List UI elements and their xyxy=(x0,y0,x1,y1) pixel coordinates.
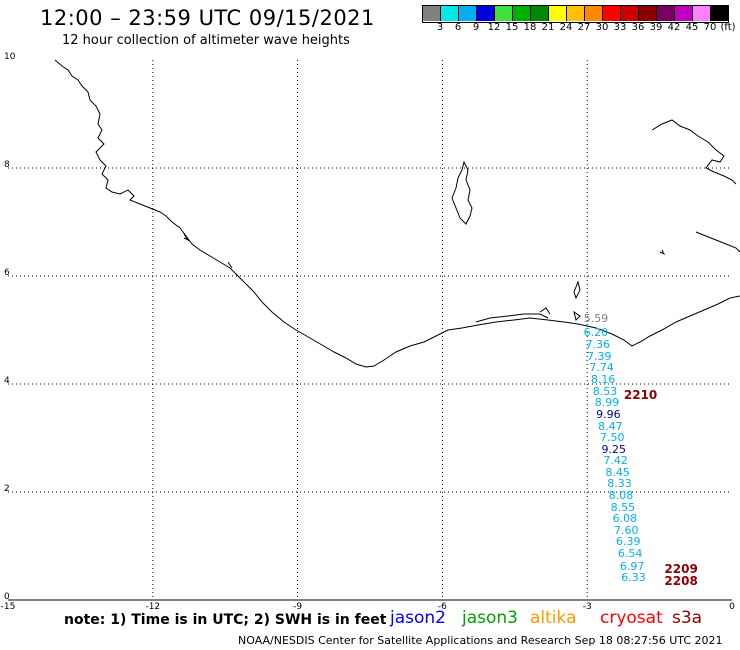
coastline-mainland xyxy=(54,59,740,368)
wave-height-value: 6.20 xyxy=(583,325,609,339)
scale-label: 39 xyxy=(649,22,663,33)
scale-swatch xyxy=(657,6,675,21)
map-title: 12:00 – 23:59 UTC 09/15/2021 xyxy=(40,6,375,30)
wave-height-value: 8.53 xyxy=(592,384,618,398)
footnote: note: 1) Time is in UTC; 2) SWH is in fe… xyxy=(64,612,387,628)
scale-swatch xyxy=(711,6,728,21)
wave-height-value: 8.55 xyxy=(610,500,636,514)
wave-height-value: 9.96 xyxy=(596,407,621,421)
scale-label: 6 xyxy=(454,22,462,33)
scale-swatch xyxy=(441,6,459,21)
scale-swatch xyxy=(693,6,711,21)
wave-height-value: 8.47 xyxy=(598,419,623,433)
wave-height-value: 7.60 xyxy=(614,523,639,537)
coastline-bay xyxy=(475,307,551,323)
scale-label: 9 xyxy=(472,22,480,33)
wave-height-value: 6.97 xyxy=(619,559,645,573)
scale-swatch xyxy=(675,6,693,21)
scale-swatch xyxy=(423,6,441,21)
lat-lon-grid xyxy=(8,60,732,601)
color-scale-labels: 3 6 9 12 15 18 21 24 27 30 33 36 39 42 45 70 (ft) xyxy=(422,22,740,34)
scale-label: 42 xyxy=(667,22,681,33)
x-tick-label: 0 xyxy=(729,602,735,612)
coastline-island-north xyxy=(451,160,473,225)
wave-height-value: 5.59 xyxy=(583,312,609,326)
x-tick-label: -9 xyxy=(293,602,303,612)
scale-swatch xyxy=(585,6,603,21)
scale-swatch xyxy=(513,6,531,21)
scale-swatch xyxy=(603,6,621,21)
scale-label: 70 xyxy=(703,22,717,33)
legend-jason2: jason2 xyxy=(390,608,446,628)
wave-height-value: 7.36 xyxy=(585,338,611,352)
wave-height-value: 8.45 xyxy=(605,465,630,479)
y-tick-label: 8 xyxy=(4,160,10,170)
legend-cryosat: cryosat xyxy=(600,608,663,628)
y-tick-label: 2 xyxy=(4,484,10,494)
wave-height-value: 6.54 xyxy=(617,547,643,561)
y-tick-label: 6 xyxy=(4,268,10,278)
legend-altika: altika xyxy=(530,608,577,628)
wave-height-value: 7.42 xyxy=(603,454,628,468)
scale-label: 21 xyxy=(541,22,555,33)
scale-label: 12 xyxy=(487,22,501,33)
wave-height-value: 9.25 xyxy=(601,442,626,456)
scale-swatch xyxy=(549,6,567,21)
scale-label: 3 xyxy=(436,22,444,33)
x-tick-label: -12 xyxy=(145,602,161,612)
scale-label: 33 xyxy=(613,22,627,33)
coastline-northeast xyxy=(651,119,740,253)
scale-label: 27 xyxy=(577,22,591,33)
coastline-cape-marks xyxy=(183,233,666,269)
color-scale-bar xyxy=(422,5,729,23)
y-tick-label: 0 xyxy=(4,592,10,602)
scale-label: 18 xyxy=(523,22,537,33)
wave-height-value: 8.99 xyxy=(594,396,620,410)
x-tick-label: -3 xyxy=(582,602,592,612)
scale-swatch xyxy=(621,6,639,21)
scale-label: (ft) xyxy=(720,22,736,33)
scale-label: 36 xyxy=(631,22,645,33)
scale-label: 15 xyxy=(505,22,519,33)
footer-credit: NOAA/NESDIS Center for Satellite Applica… xyxy=(238,634,723,647)
wave-height-value: 6.08 xyxy=(612,512,638,525)
time-label: 2210 xyxy=(623,387,658,402)
scale-swatch xyxy=(459,6,477,21)
map-subtitle: 12 hour collection of altimeter wave hei… xyxy=(62,33,350,48)
x-tick-label: -15 xyxy=(0,602,16,612)
wave-height-value: 7.50 xyxy=(600,431,625,444)
time-label: 2208 xyxy=(664,573,698,588)
legend-s3a: s3a xyxy=(672,608,703,628)
wave-height-value: 7.74 xyxy=(589,361,614,375)
coastline xyxy=(54,59,740,368)
scale-swatch xyxy=(567,6,585,21)
time-label: 2209 xyxy=(664,561,698,576)
scale-swatch xyxy=(477,6,495,21)
wave-height-value: 7.39 xyxy=(587,350,612,363)
x-tick-label: -6 xyxy=(437,602,447,612)
scale-label: 30 xyxy=(595,22,609,33)
wave-height-value: 8.16 xyxy=(590,373,616,387)
coastline-point xyxy=(573,280,581,321)
scale-swatch xyxy=(495,6,513,21)
y-tick-label: 4 xyxy=(4,376,10,386)
wave-height-value: 6.33 xyxy=(621,571,646,585)
scale-label: 24 xyxy=(559,22,573,33)
scale-label: 45 xyxy=(685,22,699,33)
scale-swatch xyxy=(639,6,657,21)
wave-height-value: 6.39 xyxy=(615,535,641,549)
y-tick-label: 10 xyxy=(4,52,16,62)
wave-height-value: 8.08 xyxy=(608,488,634,502)
scale-swatch xyxy=(531,6,549,21)
wave-height-value: 8.33 xyxy=(607,477,632,491)
legend-jason3: jason3 xyxy=(462,608,518,628)
